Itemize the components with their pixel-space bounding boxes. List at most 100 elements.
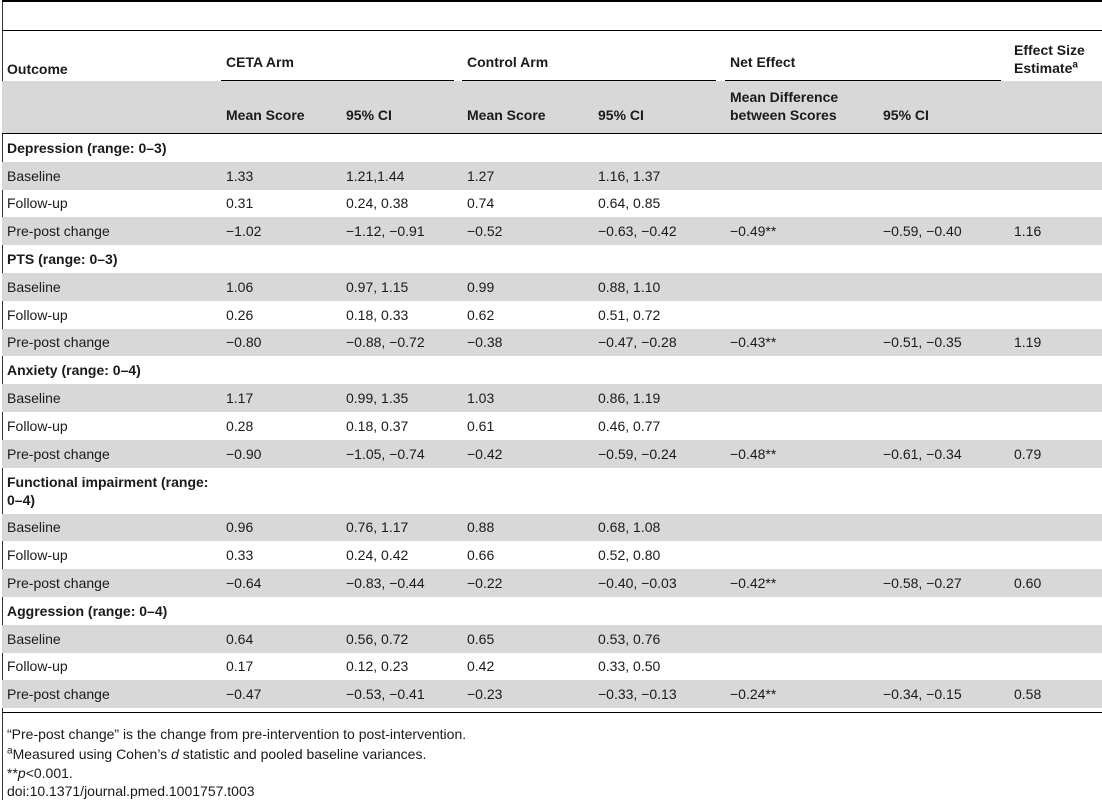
cell-control-mean: 0.61 <box>467 417 495 434</box>
cell-mean-diff <box>725 301 878 329</box>
cell-ceta-ci: 0.18, 0.33 <box>346 306 409 323</box>
cell-control-mean: 0.74 <box>467 195 495 212</box>
cell-effect <box>1009 541 1102 569</box>
cell-control-ci: 0.64, 0.85 <box>598 195 661 212</box>
cell-label: Pre-post change <box>2 328 221 357</box>
cell-control-ci: 0.88, 1.10 <box>593 272 725 301</box>
cell-ceta-ci: 0.18, 0.37 <box>346 417 409 434</box>
cell-control-ci: −0.59, −0.24 <box>593 439 725 468</box>
cell-ceta-mean: 1.17 <box>221 384 341 412</box>
subheader-control-mean: Mean Score <box>467 107 546 123</box>
cell-mean-diff: −0.42** <box>725 569 878 597</box>
header-top-rule <box>2 30 1102 31</box>
footnote-a-marker: a <box>7 745 13 757</box>
cell-mean-diff <box>725 190 878 218</box>
cell-net-ci <box>878 161 1009 190</box>
cell-ceta-mean: 0.33 <box>226 547 254 564</box>
cell-ceta-ci: −0.88, −0.72 <box>341 328 462 357</box>
cell-ceta-mean: −0.47 <box>221 680 341 709</box>
cell-ceta-mean: 0.17 <box>226 658 254 675</box>
section-title: Depression (range: 0–3) <box>7 139 167 156</box>
cell-effect <box>1009 161 1102 190</box>
subheader-mean-difference: Mean Difference between Scores <box>730 88 838 124</box>
cell-label: Follow-up <box>7 306 68 323</box>
section-title: Functional impairment (range: 0–4) <box>7 473 209 508</box>
footnote-stars: ** <box>7 765 18 781</box>
cell-control-mean: 1.03 <box>462 384 593 412</box>
cell-ceta-ci: 0.99, 1.35 <box>341 384 462 412</box>
table-row: Pre-post change −0.80 −0.88, −0.72 −0.38 −0.… <box>2 328 1102 357</box>
footnote-pre-post: “Pre-post change” is the change from pre… <box>7 726 467 742</box>
cell-mean-diff <box>725 412 878 440</box>
table-row: Pre-post change −0.47 −0.53, −0.41 −0.23 −0.… <box>2 680 1102 709</box>
cell-label: Follow-up <box>7 547 68 564</box>
table-row: Follow-up 0.33 0.24, 0.42 0.66 0.52, 0.80 <box>2 541 1102 569</box>
cell-net-ci <box>878 272 1009 301</box>
cell-effect <box>1009 384 1102 412</box>
cell-control-ci: 0.46, 0.77 <box>598 417 661 434</box>
cell-net-ci <box>878 513 1009 542</box>
footnote-cohens-d: aMeasured using Cohen’s d statistic and … <box>7 745 426 763</box>
cell-control-mean: 0.42 <box>467 658 495 675</box>
table-row: Baseline 1.17 0.99, 1.35 1.03 0.86, 1.19 <box>2 384 1102 412</box>
cell-label: Pre-post change <box>2 569 221 597</box>
table-row: Follow-up 0.17 0.12, 0.23 0.42 0.33, 0.50 <box>2 653 1102 681</box>
cell-control-ci: 0.52, 0.80 <box>598 547 661 564</box>
cell-mean-diff <box>725 513 878 542</box>
cell-mean-diff: −0.24** <box>725 680 878 709</box>
cell-ceta-ci: 0.24, 0.42 <box>346 547 409 564</box>
cell-control-mean: 0.65 <box>462 624 593 653</box>
cell-ceta-mean: 0.96 <box>221 513 341 542</box>
cell-mean-diff <box>725 541 878 569</box>
cell-effect <box>1009 272 1102 301</box>
cell-effect <box>1009 412 1102 440</box>
cell-ceta-mean: −0.90 <box>221 439 341 468</box>
cell-net-ci: −0.34, −0.15 <box>878 680 1009 709</box>
cell-ceta-mean: −1.02 <box>221 217 341 246</box>
cell-effect <box>1009 624 1102 653</box>
cell-mean-diff <box>725 653 878 681</box>
cell-ceta-ci: −0.53, −0.41 <box>341 680 462 709</box>
results-table: Depression (range: 0–3) Baseline 1.33 1.21,… <box>2 134 1102 709</box>
cell-ceta-mean: −0.80 <box>221 328 341 357</box>
cell-ceta-ci: 0.76, 1.17 <box>341 513 462 542</box>
cell-effect: 1.16 <box>1009 217 1102 246</box>
cell-effect <box>1009 653 1102 681</box>
cell-label: Baseline <box>2 384 221 412</box>
section-row: PTS (range: 0–3) <box>2 245 1102 273</box>
cell-net-ci: −0.59, −0.40 <box>878 217 1009 246</box>
subheader-net-ci: 95% CI <box>883 107 929 123</box>
cell-control-ci: −0.47, −0.28 <box>593 328 725 357</box>
cell-net-ci: −0.61, −0.34 <box>878 439 1009 468</box>
subheader-ceta-ci: 95% CI <box>346 107 392 123</box>
cell-control-ci: −0.33, −0.13 <box>593 680 725 709</box>
subheader-mean-diff-line1: Mean Difference <box>730 89 839 105</box>
footnote-a-pre: Measured using Cohen’s <box>12 746 172 762</box>
table-row: Baseline 1.06 0.97, 1.15 0.99 0.88, 1.10 <box>2 272 1102 301</box>
cell-ceta-mean: 0.64 <box>221 624 341 653</box>
cell-control-ci: 0.86, 1.19 <box>593 384 725 412</box>
cell-ceta-ci: 1.21,1.44 <box>341 161 462 190</box>
cell-label: Follow-up <box>7 658 68 675</box>
header-effect-size-line2: Estimate <box>1014 60 1073 76</box>
cell-control-mean: 0.99 <box>462 272 593 301</box>
table-row: Follow-up 0.28 0.18, 0.37 0.61 0.46, 0.77 <box>2 412 1102 440</box>
cell-net-ci: −0.51, −0.35 <box>878 328 1009 357</box>
table-row: Follow-up 0.26 0.18, 0.33 0.62 0.51, 0.72 <box>2 301 1102 329</box>
table-row: Baseline 1.33 1.21,1.44 1.27 1.16, 1.37 <box>2 161 1102 190</box>
ceta-span-rule <box>221 80 454 81</box>
cell-control-mean: 0.88 <box>462 513 593 542</box>
cell-mean-diff: −0.49** <box>725 217 878 246</box>
cell-mean-diff <box>725 161 878 190</box>
cell-ceta-mean: 0.28 <box>226 417 254 434</box>
top-rule <box>2 0 1102 2</box>
header-outcome: Outcome <box>7 61 68 77</box>
cell-net-ci <box>878 624 1009 653</box>
section-title: Aggression (range: 0–4) <box>7 602 168 619</box>
table-bottom-rule <box>2 712 1102 713</box>
cell-mean-diff: −0.43** <box>725 328 878 357</box>
header-effect-size: Effect Size Estimatea <box>1014 41 1085 77</box>
cell-control-mean: −0.38 <box>462 328 593 357</box>
cell-ceta-mean: 0.26 <box>226 306 254 323</box>
